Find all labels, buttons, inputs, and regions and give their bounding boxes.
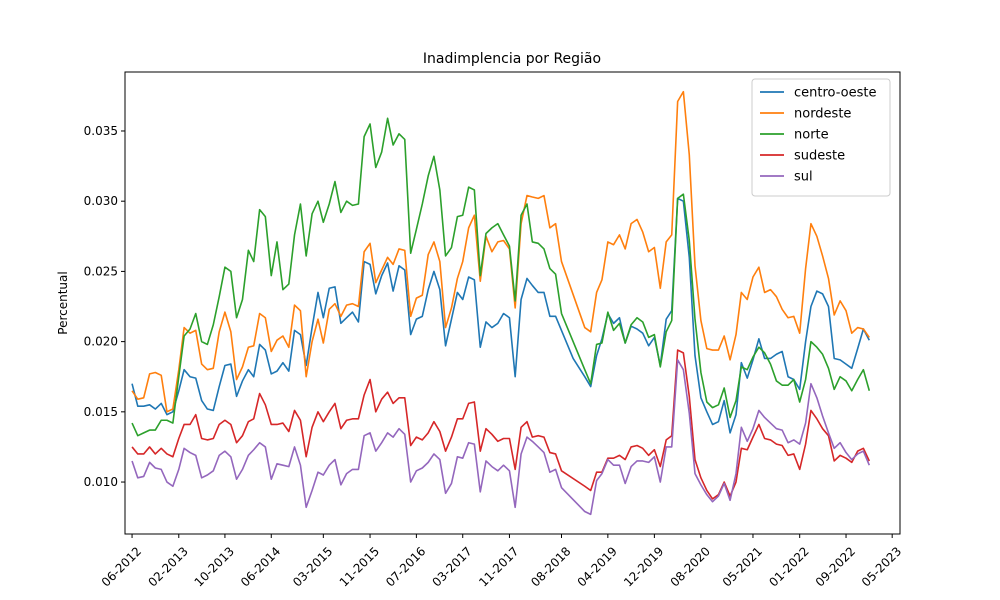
legend-label: sul (794, 170, 813, 185)
legend: centro-oeste nordeste norte sudeste sul (751, 78, 891, 197)
series-layer (131, 90, 871, 516)
legend-label: centro-oeste (794, 86, 877, 101)
series-line-sul (131, 359, 871, 516)
y-tick-label: 0.015 (84, 405, 118, 419)
series-line-nordeste (131, 90, 870, 413)
y-tick-label: 0.020 (84, 335, 118, 349)
legend-label: norte (794, 128, 829, 143)
series-line-norte (131, 117, 871, 437)
y-tick-label: 0.035 (84, 124, 118, 138)
chart-title: Inadimplencia por Região (423, 51, 601, 67)
y-tick-label: 0.010 (84, 475, 118, 489)
legend-label: nordeste (794, 107, 851, 122)
y-axis: 0.010 0.015 0.020 0.025 0.030 0.035 (84, 124, 125, 489)
series-line-sudeste (131, 349, 871, 500)
series-line-centro-oeste (131, 197, 871, 434)
legend-box (751, 78, 891, 197)
legend-label: sudeste (794, 149, 845, 164)
y-tick-label: 0.030 (84, 194, 118, 208)
y-axis-label: Percentual (56, 271, 70, 334)
plot-frame (124, 71, 901, 535)
y-tick-label: 0.025 (84, 264, 118, 278)
